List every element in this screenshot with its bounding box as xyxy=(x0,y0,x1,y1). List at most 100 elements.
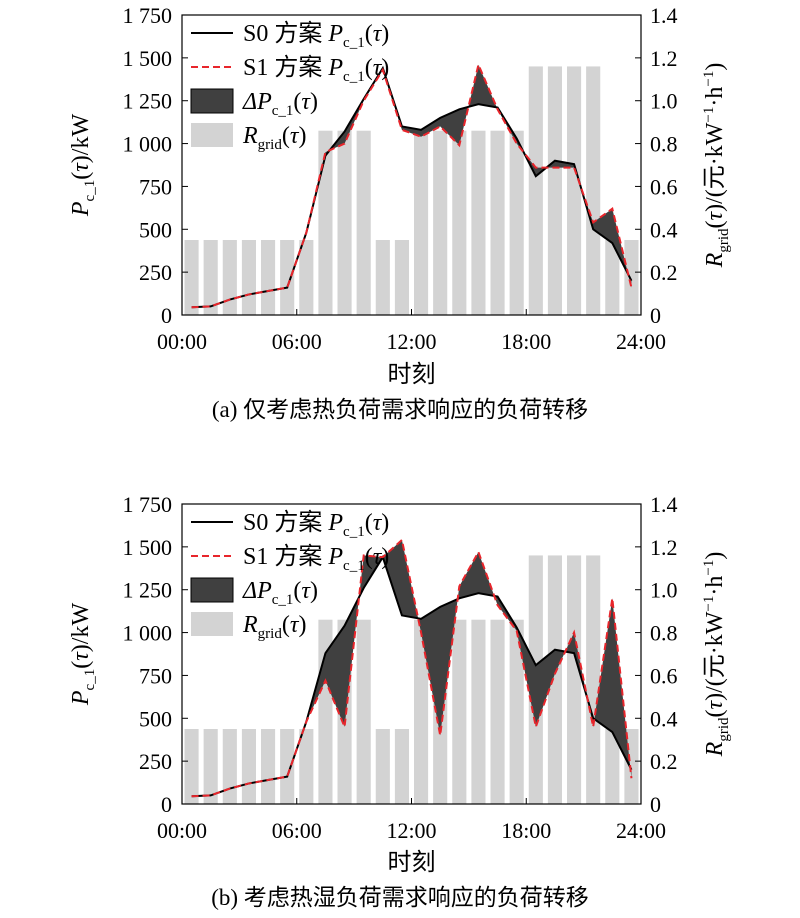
price-bar xyxy=(222,729,237,804)
x-tick-label: 24:00 xyxy=(616,329,666,354)
y-right-tick-label: 0.8 xyxy=(650,621,678,646)
y-right-tick-label: 0.4 xyxy=(650,706,678,731)
price-bar xyxy=(261,729,276,804)
price-bar xyxy=(490,619,505,804)
price-bar xyxy=(586,555,601,804)
y-left-tick-label: 500 xyxy=(139,706,172,731)
price-bar xyxy=(433,130,448,315)
price-bar xyxy=(203,240,218,315)
y-left-tick-label: 1 750 xyxy=(123,492,173,517)
price-bar xyxy=(452,130,467,315)
x-tick-label: 12:00 xyxy=(386,329,436,354)
chart-panel-b: 0 250 500 750 1 000 1 250 1 500 1 750 0 0.2 0.4 0.6… xyxy=(68,492,732,910)
y-right-tick-label: 1.0 xyxy=(650,89,678,114)
y-left-tick-label: 1 250 xyxy=(123,578,173,603)
legend-swatch-delta xyxy=(190,88,234,114)
y-right-tick-label: 0.2 xyxy=(650,749,678,774)
legend-label: Rgrid(τ) xyxy=(242,612,306,642)
price-bar xyxy=(184,729,199,804)
s1-line xyxy=(191,61,633,309)
figure-caption: (a) 仅考虑热负荷需求响应的负荷转移 xyxy=(212,397,588,422)
figure-caption: (b) 考虑热湿负荷需求响应的负荷转移 xyxy=(211,885,589,910)
y-left-tick-label: 1 000 xyxy=(123,132,173,157)
price-bar xyxy=(567,66,582,315)
x-axis-label: 时刻 xyxy=(388,849,436,876)
price-bar xyxy=(280,240,295,315)
y-left-tick-label: 750 xyxy=(139,174,172,199)
y-left-tick-label: 1 000 xyxy=(123,621,173,646)
x-tick-label: 00:00 xyxy=(157,329,207,354)
price-bar xyxy=(241,240,256,315)
legend-label: ΔPc_1(τ) xyxy=(242,578,318,608)
legend-label: S0 方案 Pc_1(τ) xyxy=(243,20,389,51)
y-left-tick-label: 250 xyxy=(139,260,172,285)
price-bar xyxy=(547,66,562,315)
price-bar xyxy=(414,619,429,804)
delta-area xyxy=(191,540,632,797)
price-bar xyxy=(547,555,562,804)
y-right-tick-label: 1.2 xyxy=(650,46,678,71)
y-left-tick-label: 0 xyxy=(161,303,172,328)
price-bar xyxy=(490,130,505,315)
price-bar xyxy=(318,130,333,315)
price-bar xyxy=(261,240,276,315)
price-bar xyxy=(241,729,256,804)
y-right-axis-label: Rgrid(τ)/(元·kW−1·h−1) xyxy=(701,552,732,758)
y-left-tick-label: 1 500 xyxy=(123,535,173,560)
price-bar xyxy=(203,729,218,804)
price-bar xyxy=(471,130,486,315)
y-right-tick-label: 0 xyxy=(650,303,661,328)
x-tick-label: 18:00 xyxy=(501,329,551,354)
price-bar xyxy=(471,619,486,804)
y-right-tick-label: 0.4 xyxy=(650,217,678,242)
price-bar xyxy=(509,130,524,315)
price-bar xyxy=(299,240,314,315)
y-right-tick-label: 0 xyxy=(650,792,661,817)
price-bar xyxy=(452,619,467,804)
y-left-tick-label: 0 xyxy=(161,792,172,817)
price-bar xyxy=(280,729,295,804)
price-bar xyxy=(394,729,409,804)
legend-label: S0 方案 Pc_1(τ) xyxy=(243,509,389,540)
legend: S0 方案 Pc_1(τ)S1 方案 Pc_1(τ) ΔPc_1(τ) Rgrid(… xyxy=(190,509,389,642)
y-right-axis-label: Rgrid(τ)/(元·kW−1·h−1) xyxy=(701,63,732,269)
price-bar xyxy=(299,729,314,804)
legend: S0 方案 Pc_1(τ)S1 方案 Pc_1(τ) ΔPc_1(τ) Rgrid(… xyxy=(190,20,389,153)
y-left-tick-label: 1 750 xyxy=(123,3,173,28)
price-bar xyxy=(394,240,409,315)
price-bar xyxy=(624,240,639,315)
price-bar xyxy=(375,240,390,315)
y-left-tick-label: 500 xyxy=(139,217,172,242)
x-axis-label: 时刻 xyxy=(388,361,436,388)
y-right-tick-label: 0.8 xyxy=(650,132,678,157)
x-tick-label: 00:00 xyxy=(157,818,207,843)
y-left-axis-label: Pc_1(τ)/kW xyxy=(68,114,98,218)
x-tick-label: 06:00 xyxy=(272,329,322,354)
y-left-axis-label: Pc_1(τ)/kW xyxy=(68,603,98,707)
price-bar xyxy=(605,729,620,804)
price-bar xyxy=(184,240,199,315)
price-bar xyxy=(222,240,237,315)
price-bar xyxy=(375,729,390,804)
legend-label: S1 方案 Pc_1(τ) xyxy=(243,543,389,574)
price-bar xyxy=(586,66,601,315)
legend-swatch-delta xyxy=(190,577,234,603)
x-tick-label: 18:00 xyxy=(501,818,551,843)
legend-swatch-price xyxy=(191,123,233,147)
y-left-tick-label: 1 500 xyxy=(123,46,173,71)
price-bar xyxy=(414,130,429,315)
price-bar xyxy=(356,130,371,315)
chart-panel-a: 0 250 500 750 1 000 1 250 1 500 1 750 0 0.2 0.4 0.6… xyxy=(68,3,732,422)
price-bar xyxy=(337,130,352,315)
y-right-tick-label: 1.4 xyxy=(650,492,678,517)
legend-label: S1 方案 Pc_1(τ) xyxy=(243,54,389,85)
s0-line xyxy=(191,554,633,798)
price-bar xyxy=(567,555,582,804)
y-right-tick-label: 1.2 xyxy=(650,535,678,560)
y-right-tick-label: 0.6 xyxy=(650,174,678,199)
x-tick-label: 12:00 xyxy=(386,818,436,843)
price-bar xyxy=(528,66,543,315)
price-bar xyxy=(509,619,524,804)
y-right-tick-label: 0.2 xyxy=(650,260,678,285)
